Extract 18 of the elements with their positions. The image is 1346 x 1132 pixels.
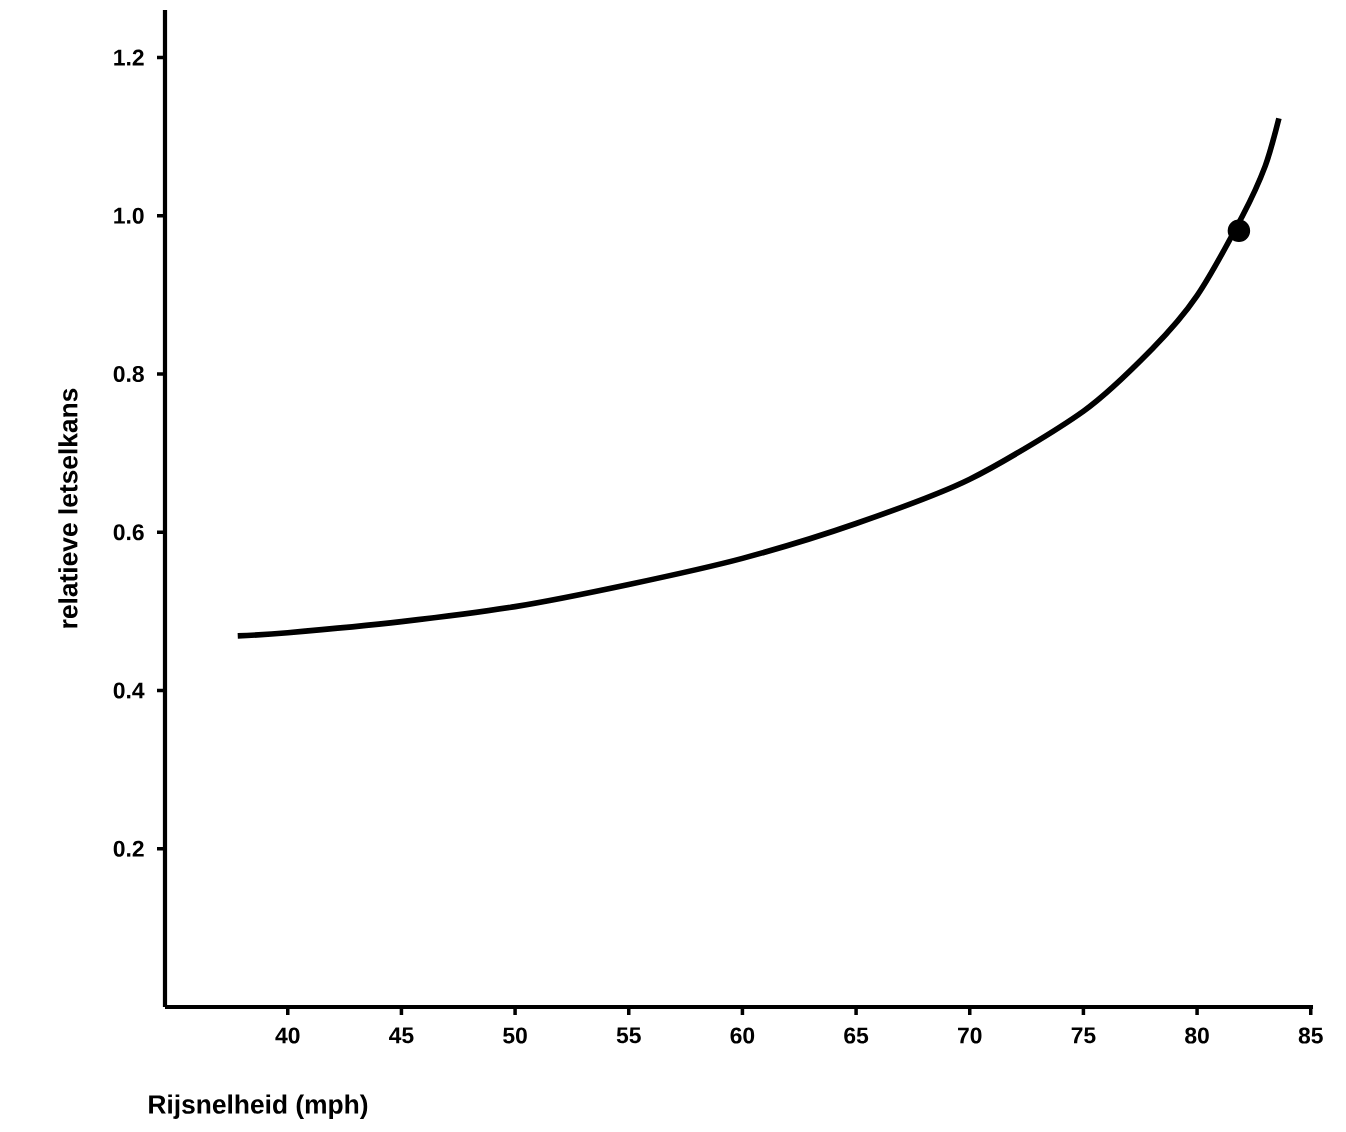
x-tick-label: 65 bbox=[844, 1027, 869, 1044]
y-tick-label: 0.2 bbox=[113, 840, 144, 857]
x-tick-label: 60 bbox=[730, 1027, 755, 1044]
y-tick-label: 0.8 bbox=[113, 365, 144, 383]
x-tick-label: 75 bbox=[1071, 1027, 1096, 1044]
x-tick-label: 85 bbox=[1298, 1027, 1323, 1044]
x-tick-label: 45 bbox=[389, 1027, 414, 1044]
y-tick-label: 0.6 bbox=[113, 524, 144, 541]
x-tick-label: 70 bbox=[958, 1027, 982, 1044]
x-tick-label: 50 bbox=[503, 1027, 527, 1044]
x-tick-label: 40 bbox=[275, 1027, 300, 1044]
x-tick-label: 55 bbox=[616, 1027, 641, 1044]
y-tick-label: 1.0 bbox=[114, 207, 144, 224]
y-tick-label: 1.2 bbox=[114, 49, 144, 66]
x-axis-title: Rijsnelheid (mph) bbox=[149, 1094, 368, 1119]
y-tick-label: 0.4 bbox=[113, 682, 145, 699]
x-tick-label: 80 bbox=[1185, 1027, 1209, 1044]
y-axis-title: relatieve letselkans bbox=[58, 388, 78, 628]
